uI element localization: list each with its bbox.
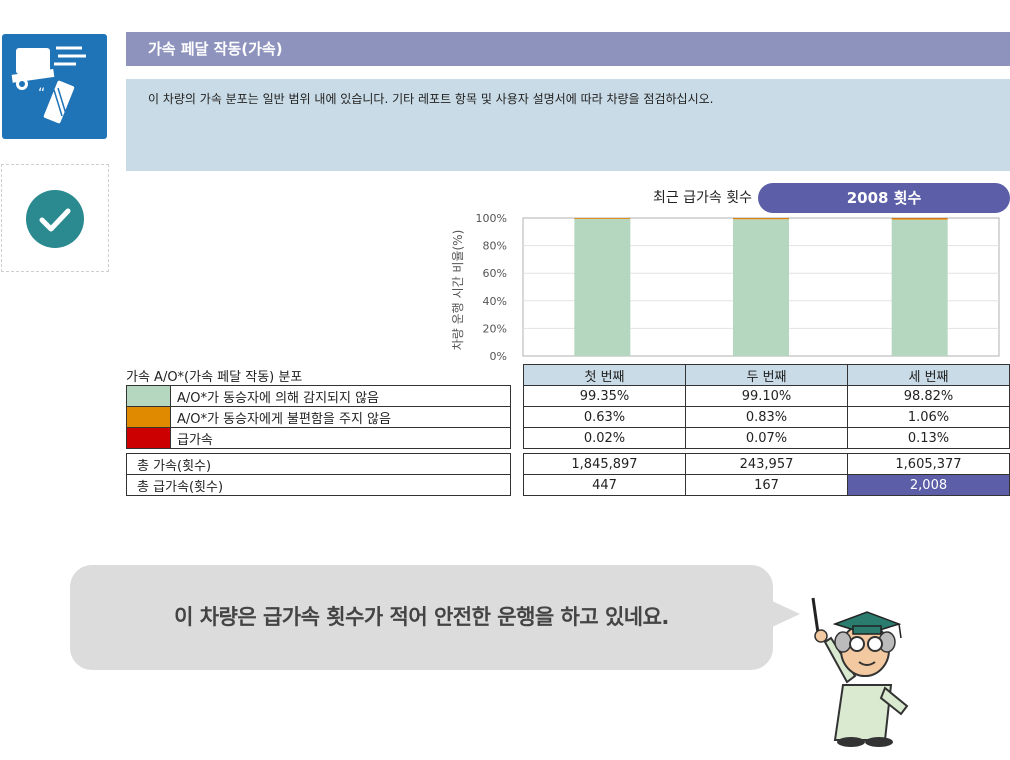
description-text: 이 차량의 가속 분포는 일반 범위 내에 있습니다. 기타 레포트 항목 및 … (148, 92, 714, 106)
legend-swatch-green (126, 385, 171, 407)
distribution-data-table: 첫 번째 두 번째 세 번째 99.35% 99.10% 98.82% 0.63… (523, 364, 1010, 449)
section-title: 가속 페달 작동(가속) (126, 32, 1010, 66)
acceleration-chart: 0% 20% 40% 60% 80% 100% 차량 운행 시간 비율(%) (450, 212, 1000, 362)
table-cell: 1,845,897 (523, 453, 686, 475)
truck-accelerator-icon: “ (2, 34, 107, 139)
table-row: 0.02% 0.07% 0.13% (523, 427, 1010, 449)
description-box: 이 차량의 가속 분포는 일반 범위 내에 있습니다. 기타 레포트 항목 및 … (126, 79, 1010, 171)
table-cell: 0.63% (523, 406, 686, 428)
recent-count-badge: 2008 횟수 (758, 183, 1010, 213)
table-header-row: 첫 번째 두 번째 세 번째 (523, 364, 1010, 386)
column-header: 첫 번째 (523, 364, 686, 386)
status-panel (1, 164, 109, 272)
table-cell: 0.02% (523, 427, 686, 449)
bar-segment-0-1 (574, 218, 631, 219)
y-tick-label: 20% (483, 322, 507, 335)
legend-swatch-orange (126, 406, 171, 428)
table-cell: 1.06% (847, 406, 1010, 428)
y-tick-label: 100% (476, 212, 507, 225)
table-cell: 0.83% (685, 406, 848, 428)
y-tick-label: 80% (483, 240, 507, 253)
table-cell: 1,605,377 (847, 453, 1010, 475)
table-cell: 0.07% (685, 427, 848, 449)
legend-label: A/O*가 동승자에 의해 감지되지 않음 (170, 385, 511, 407)
chart-y-ticks: 0% 20% 40% 60% 80% 100% (476, 212, 507, 362)
table-cell: 0.13% (847, 427, 1010, 449)
speech-bubble-tail (770, 600, 800, 628)
column-header: 세 번째 (847, 364, 1010, 386)
table-row: 1,845,897 243,957 1,605,377 (523, 453, 1010, 475)
table-row: 총 가속(횟수) (126, 453, 511, 475)
y-tick-label: 0% (490, 350, 507, 362)
advice-message: 이 차량은 급가속 횟수가 적어 안전한 운행을 하고 있네요. (174, 605, 669, 629)
legend-row: 급가속 (126, 427, 511, 449)
table-row: 447 167 2,008 (523, 474, 1010, 496)
checkmark-icon (26, 190, 84, 248)
bar-segment-2-0 (891, 219, 948, 356)
table-cell: 447 (523, 474, 686, 496)
legend-row: A/O*가 동승자에 의해 감지되지 않음 (126, 385, 511, 407)
y-tick-label: 60% (483, 267, 507, 280)
table-cell: 98.82% (847, 385, 1010, 407)
legend-swatch-red (126, 427, 171, 449)
table-cell: 99.35% (523, 385, 686, 407)
legend-row: A/O*가 동승자에게 불편함을 주지 않음 (126, 406, 511, 428)
bar-segment-0-0 (574, 218, 631, 356)
svg-text:“: “ (38, 86, 45, 102)
bar-segment-1-1 (733, 218, 789, 220)
totals-label-table: 총 가속(횟수) 총 급가속(횟수) (126, 453, 511, 496)
y-tick-label: 40% (483, 295, 507, 308)
recent-count-label: 최근 급가속 횟수 (652, 190, 752, 206)
bar-segment-2-1 (891, 218, 948, 220)
totals-label: 총 급가속(횟수) (126, 474, 511, 496)
table-cell: 167 (685, 474, 848, 496)
legend-label: 급가속 (170, 427, 511, 449)
table-row: 99.35% 99.10% 98.82% (523, 385, 1010, 407)
distribution-legend-table: A/O*가 동승자에 의해 감지되지 않음 A/O*가 동승자에게 불편함을 주… (126, 385, 511, 449)
chart-y-axis-label: 차량 운행 시간 비율(%) (450, 230, 465, 351)
totals-label: 총 가속(횟수) (126, 453, 511, 475)
column-header: 두 번째 (685, 364, 848, 386)
table-row: 0.63% 0.83% 1.06% (523, 406, 1010, 428)
chart-bars (574, 217, 948, 356)
professor-character-icon (811, 597, 909, 747)
speech-bubble (70, 565, 773, 670)
table-cell: 99.10% (685, 385, 848, 407)
table-cell: 243,957 (685, 453, 848, 475)
table-row: 총 급가속(횟수) (126, 474, 511, 496)
bar-segment-1-0 (733, 219, 789, 356)
distribution-title: 가속 A/O*(가속 페달 작동) 분포 (126, 370, 303, 385)
legend-label: A/O*가 동승자에게 불편함을 주지 않음 (170, 406, 511, 428)
totals-data-table: 1,845,897 243,957 1,605,377 447 167 2,00… (523, 453, 1010, 496)
table-cell-highlight: 2,008 (847, 474, 1010, 496)
